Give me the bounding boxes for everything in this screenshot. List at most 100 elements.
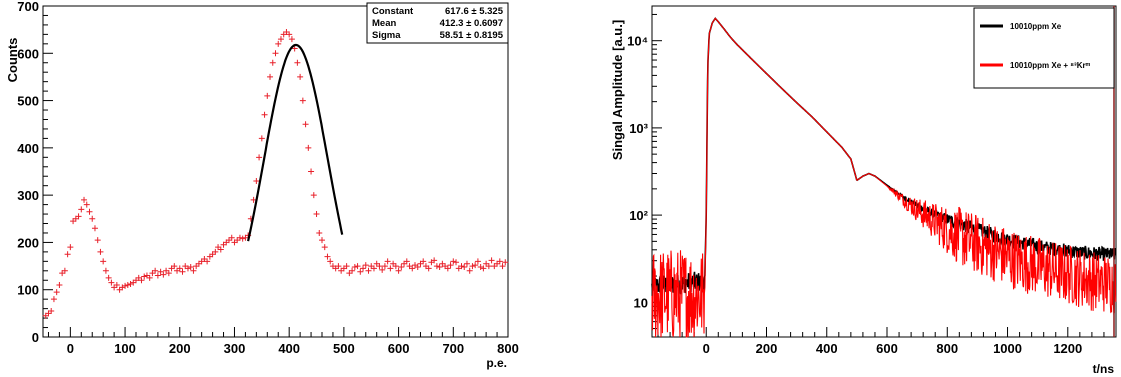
data-point [105,274,112,281]
data-point [50,296,57,303]
y-tick-label: 10³ [629,121,648,136]
x-tick-label: 800 [497,341,519,356]
gaussian-fit-line [247,43,344,242]
data-point [362,262,369,269]
data-point [94,237,101,244]
data-point [431,257,438,264]
x-tick-label: 1000 [993,341,1022,356]
plot-frame [651,5,1117,338]
data-point [324,253,331,260]
data-point [351,264,358,271]
data-point [453,259,460,266]
data-point [160,271,167,278]
data-point [236,234,243,241]
stats-box: Constant 617.6 ± 5.325 Mean 412.3 ± 0.60… [366,2,509,44]
data-point [458,263,465,270]
data-point [297,73,304,80]
series-xe-kr-line [651,17,1117,338]
data-point [433,263,440,270]
data-point [61,267,68,274]
data-point [239,235,246,242]
data-point [269,59,276,66]
x-tick-label: 500 [333,341,355,356]
x-axis: 0 100 200 300 400 500 600 700 800 [47,327,519,356]
data-point [217,246,224,253]
x-tick-label: 100 [114,341,136,356]
x-tick-label: 0 [703,341,710,356]
data-point [392,263,399,270]
y-tick-label: 500 [17,94,39,109]
data-points [42,29,509,319]
data-point [499,263,506,270]
data-point [64,251,71,258]
data-point [75,213,82,220]
data-point [398,264,405,271]
data-point [190,267,197,274]
x-tick-label: 400 [816,341,838,356]
data-point [56,281,63,288]
y-tick-label: 10 [634,295,648,310]
data-point [420,258,427,265]
data-point [228,234,235,241]
x-axis-label: t/ns [1093,362,1115,376]
data-point [288,36,295,43]
x-tick-label: 200 [169,341,191,356]
data-point [313,211,320,218]
data-point [305,144,312,151]
data-point [138,277,145,284]
y-axis: 10 10² 10³ 10⁴ [627,13,662,338]
data-point [450,258,457,265]
data-point [81,196,88,203]
data-point [261,111,268,118]
data-point [480,265,487,272]
x-axis-label: p.e. [486,356,507,370]
data-point [119,284,126,291]
x-tick-label: 600 [388,341,410,356]
data-point [294,59,301,66]
y-axis: 100 200 300 400 500 600 700 0 [17,0,53,345]
data-point [291,45,298,52]
stats-value-sigma: 58.51 ± 0.8195 [440,30,504,41]
data-point [86,208,93,215]
data-point [122,282,129,289]
data-point [165,270,172,277]
data-point [184,265,191,272]
y-tick-label: 0 [32,330,39,345]
data-point [472,262,479,269]
data-point [152,267,159,274]
x-tick-label: 200 [756,341,778,356]
data-point [100,258,107,265]
data-point [277,36,284,43]
data-point [444,265,451,272]
x-tick-label: 1200 [1053,341,1082,356]
y-tick-label: 400 [17,141,39,156]
data-point [146,274,153,281]
x-tick-label: 300 [224,341,246,356]
data-point [48,307,55,314]
data-point [319,237,325,244]
data-point [53,289,60,296]
data-point [264,92,271,99]
data-point [327,258,334,265]
data-point [302,121,309,128]
data-point [78,206,85,213]
data-point [463,260,470,267]
data-point [321,244,328,251]
data-point [179,268,186,275]
data-point [157,268,164,275]
stats-name-mean: Mean [372,18,396,29]
data-point [461,264,468,271]
data-point [67,244,74,251]
data-point [212,248,219,255]
data-point [89,215,96,222]
data-point [387,265,394,272]
y-tick-label: 300 [17,188,39,203]
x-tick-label: 700 [442,341,464,356]
y-tick-label: 10⁴ [627,34,648,49]
data-point [258,135,265,142]
x-tick-label: 0 [67,341,74,356]
data-point [171,263,178,270]
waveform-series [651,17,1117,338]
y-axis-label: Singal Amplitude [a.u.] [610,20,625,160]
